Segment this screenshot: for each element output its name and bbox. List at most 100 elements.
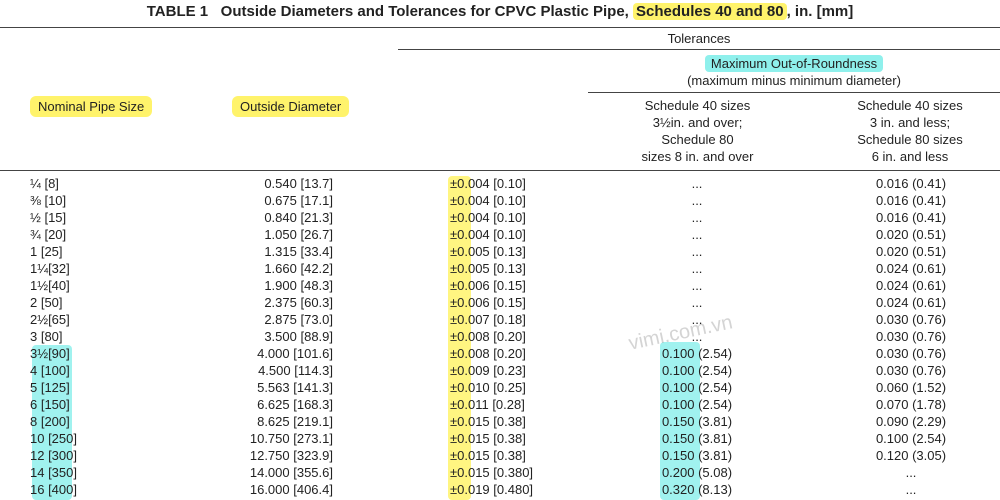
schedule-header-line: Schedule 40 sizes: [644, 98, 751, 113]
tolerance: ±0.011 [0.28]: [450, 397, 525, 412]
out-of-roundness-a: ...: [691, 227, 703, 242]
outside-diameter: 0.840 [21.3]: [264, 210, 333, 225]
out-of-roundness-b: 0.016 (0.41): [875, 193, 947, 208]
outside-diameter: 1.660 [42.2]: [264, 261, 333, 276]
out-of-roundness-header: Maximum Out-of-Roundness: [588, 55, 1000, 72]
nominal-size: 8 [200]: [30, 414, 70, 429]
out-of-roundness-b: 0.030 (0.76): [875, 346, 947, 361]
table-number: TABLE 1: [146, 3, 209, 20]
tolerance: ±0.008 [0.20]: [450, 346, 526, 361]
outside-diameter: 4.000 [101.6]: [257, 346, 333, 361]
tolerance: ±0.015 [0.38]: [450, 448, 526, 463]
outside-diameter-header: Outside Diameter: [232, 96, 350, 117]
tolerance: ±0.004 [0.10]: [450, 210, 526, 225]
tolerance: ±0.005 [0.13]: [450, 244, 526, 259]
nominal-size: 10 [250]: [30, 431, 77, 446]
outside-diameter: 0.675 [17.1]: [264, 193, 333, 208]
nominal-size-header: Nominal Pipe Size: [30, 96, 153, 117]
column-highlight: [448, 176, 471, 500]
outside-diameter: 8.625 [219.1]: [257, 414, 333, 429]
tolerance: ±0.007 [0.18]: [450, 312, 526, 327]
nominal-size: 1¼[32]: [30, 261, 70, 276]
tolerance: ±0.006 [0.15]: [450, 278, 526, 293]
out-of-roundness-b: 0.020 (0.51): [875, 227, 947, 242]
nominal-size: ¼ [8]: [30, 176, 59, 191]
nominal-size: 1 [25]: [30, 244, 63, 259]
outside-diameter: 5.563 [141.3]: [257, 380, 333, 395]
out-of-roundness-b: 0.024 (0.61): [875, 278, 947, 293]
tolerance: ±0.004 [0.10]: [450, 227, 526, 242]
out-of-roundness-b: 0.120 (3.05): [875, 448, 947, 463]
tolerance: ±0.004 [0.10]: [450, 193, 526, 208]
rule: [0, 170, 1000, 171]
outside-diameter: 2.875 [73.0]: [264, 312, 333, 327]
outside-diameter: 16.000 [406.4]: [249, 482, 333, 497]
out-of-roundness-a: 0.100 (2.54): [661, 380, 733, 395]
outside-diameter: 3.500 [88.9]: [264, 329, 333, 344]
out-of-roundness-b: 0.030 (0.76): [875, 329, 947, 344]
schedule-header-line: Schedule 40 sizes: [857, 98, 963, 113]
outside-diameter: 6.625 [168.3]: [257, 397, 333, 412]
tolerance: ±0.015 [0.380]: [450, 465, 534, 480]
outside-diameter: 1.900 [48.3]: [264, 278, 333, 293]
out-of-roundness-a: ...: [691, 193, 703, 208]
title-highlight: Schedules 40 and 80: [633, 3, 787, 20]
tolerance: ±0.006 [0.15]: [450, 295, 526, 310]
nominal-size: 2½[65]: [30, 312, 70, 327]
tolerance: ±0.009 [0.23]: [450, 363, 526, 378]
out-of-roundness-a: 0.200 (5.08): [661, 465, 733, 480]
schedule-header-line: 6 in. and less: [871, 149, 949, 164]
tolerance: ±0.015 [0.38]: [450, 431, 526, 446]
out-of-roundness-a: ...: [691, 176, 703, 191]
title-text: Outside Diameters and Tolerances for CPV…: [220, 3, 629, 20]
outside-diameter: 12.750 [323.9]: [249, 448, 333, 463]
nominal-size: ¾ [20]: [30, 227, 67, 242]
outside-diameter: 1.315 [33.4]: [264, 244, 333, 259]
outside-diameter: 10.750 [273.1]: [249, 431, 333, 446]
outside-diameter: 2.375 [60.3]: [264, 295, 333, 310]
nominal-size: 5 [125]: [30, 380, 70, 395]
title-suffix: , in. [mm]: [786, 3, 854, 20]
outside-diameter: 14.000 [355.6]: [249, 465, 333, 480]
out-of-roundness-note: (maximum minus minimum diameter): [687, 73, 901, 88]
nominal-size: 2 [50]: [30, 295, 63, 310]
rule: [0, 27, 1000, 28]
tolerance: ±0.004 [0.10]: [450, 176, 526, 191]
nominal-size: 16 [400]: [30, 482, 77, 497]
column-highlight: [32, 345, 72, 500]
outside-diameter: 0.540 [13.7]: [264, 176, 333, 191]
out-of-roundness-a: ...: [691, 312, 703, 327]
out-of-roundness-a: 0.320 (8.13): [661, 482, 733, 497]
outside-diameter-header-box: Outside Diameter: [232, 96, 350, 117]
out-of-roundness-b: 0.024 (0.61): [875, 261, 947, 276]
tolerance: ±0.019 [0.480]: [450, 482, 534, 497]
schedule-header-line: Schedule 80: [661, 132, 734, 147]
tolerance: ±0.005 [0.13]: [450, 261, 526, 276]
out-of-roundness-a: ...: [691, 210, 703, 225]
nominal-size: ⅜ [10]: [30, 193, 67, 208]
nominal-size: 3 [80]: [30, 329, 63, 344]
out-of-roundness-b: 0.060 (1.52): [875, 380, 947, 395]
out-of-roundness-a: 0.150 (3.81): [661, 414, 733, 429]
tolerances-header: Tolerances: [667, 31, 731, 46]
out-of-roundness-a: ...: [691, 244, 703, 259]
out-of-roundness-a: 0.150 (3.81): [661, 448, 733, 463]
out-of-roundness-a: ...: [691, 261, 703, 276]
out-of-roundness-b: 0.070 (1.78): [875, 397, 947, 412]
out-of-roundness-a: 0.100 (2.54): [661, 363, 733, 378]
table-title: TABLE 1 Outside Diameters and Tolerances…: [0, 3, 1000, 20]
tolerance: ±0.008 [0.20]: [450, 329, 526, 344]
out-of-roundness-b: ...: [905, 482, 917, 497]
nominal-size: 1½[40]: [30, 278, 70, 293]
nominal-size: ½ [15]: [30, 210, 67, 225]
column-highlight: [660, 342, 700, 500]
tolerance: ±0.015 [0.38]: [450, 414, 526, 429]
out-of-roundness-b: ...: [905, 465, 917, 480]
nominal-size: 3½[90]: [30, 346, 70, 361]
out-of-roundness-b: 0.030 (0.76): [875, 312, 947, 327]
rule: [398, 49, 1000, 50]
schedule-header-line: 3 in. and less;: [869, 115, 951, 130]
nominal-size: 14 [350]: [30, 465, 77, 480]
out-of-roundness-b: 0.016 (0.41): [875, 176, 947, 191]
